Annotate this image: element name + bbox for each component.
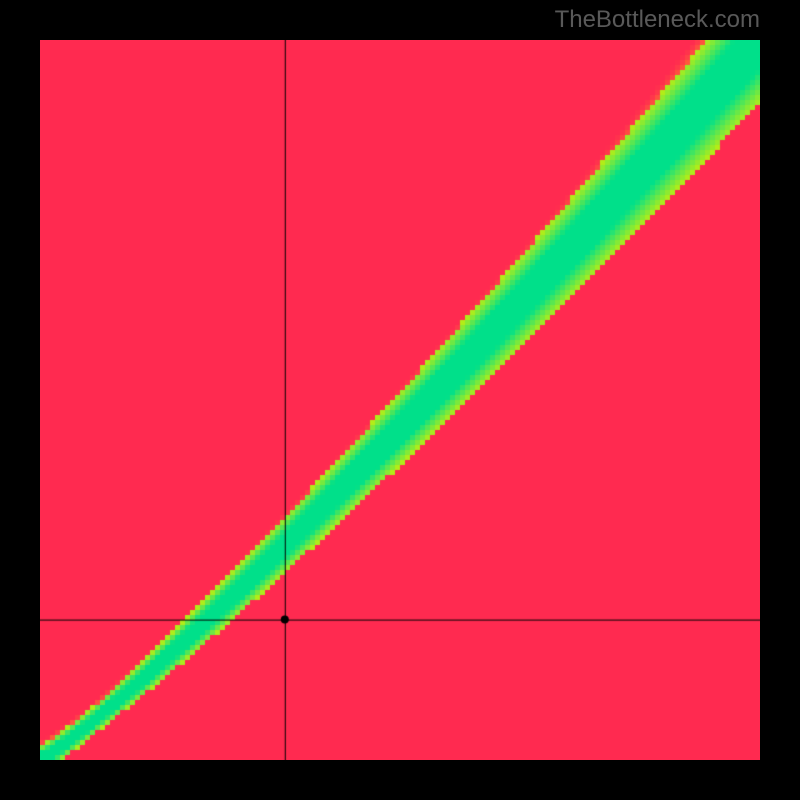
chart-container: TheBottleneck.com [0,0,800,800]
watermark-text: TheBottleneck.com [555,6,760,34]
bottleneck-heatmap [40,40,760,760]
